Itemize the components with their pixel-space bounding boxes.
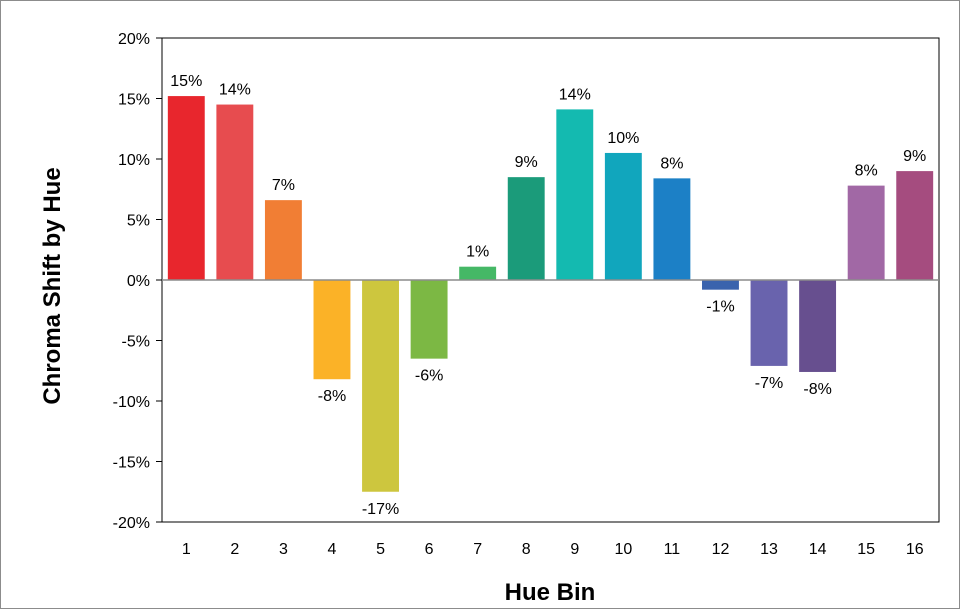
y-tick-label: 15%	[118, 92, 150, 109]
bar-hue-4	[313, 280, 351, 380]
bar-hue-15	[847, 185, 885, 280]
data-label: -17%	[362, 501, 399, 518]
bar-hue-7	[459, 266, 497, 280]
data-label: -6%	[415, 368, 443, 385]
data-label: -1%	[706, 299, 734, 316]
x-tick-label: 16	[906, 541, 924, 558]
x-tick-label: 13	[760, 541, 778, 558]
data-label: 8%	[660, 155, 683, 172]
x-tick-label: 11	[664, 541, 681, 558]
y-tick-label: 10%	[118, 152, 150, 169]
data-label: 9%	[515, 154, 538, 171]
x-axis-title: Hue Bin	[505, 579, 596, 606]
y-tick-label: 20%	[118, 31, 150, 48]
data-label: 14%	[219, 82, 251, 99]
y-tick-label: 5%	[127, 213, 150, 230]
y-axis-title: Chroma Shift by Hue	[39, 167, 66, 404]
bar-hue-1	[167, 96, 205, 280]
data-label: 8%	[855, 163, 878, 180]
bar-hue-14	[799, 280, 837, 372]
x-tick-label: 8	[522, 541, 531, 558]
bar-hue-10	[604, 152, 642, 280]
bar-hue-11	[653, 178, 691, 280]
data-labels: 15% 14% 7% -8% -17% -6% 1% 9% 14% 10% 8% -1% -7% -8% 8…	[170, 73, 926, 518]
x-tick-label: 14	[809, 541, 827, 558]
y-tick-label: -20%	[113, 515, 150, 532]
data-label: -8%	[318, 388, 346, 405]
data-label: 10%	[607, 130, 639, 147]
data-label: 14%	[559, 86, 591, 103]
bar-series	[167, 96, 934, 492]
bar-hue-16	[896, 171, 934, 280]
bar-hue-9	[556, 109, 594, 280]
x-tick-label: 7	[473, 541, 482, 558]
x-tick-label: 3	[279, 541, 288, 558]
x-tick-label: 1	[182, 541, 191, 558]
y-tick-label: -15%	[113, 455, 150, 472]
y-tick-label: -5%	[122, 334, 150, 351]
x-tick-label: 9	[570, 541, 579, 558]
x-tick-label: 6	[425, 541, 434, 558]
x-tick-label: 10	[614, 541, 632, 558]
x-tick-label: 2	[230, 541, 239, 558]
y-tick-label: -10%	[113, 394, 150, 411]
data-label: 9%	[903, 148, 926, 165]
x-tick-label: 12	[712, 541, 730, 558]
x-tick-label: 15	[857, 541, 875, 558]
y-tick-label: 0%	[127, 273, 150, 290]
x-axis: 1 2 3 4 5 6 7 8 9 10 11 12 13 14 15 16	[182, 541, 924, 558]
x-tick-label: 4	[328, 541, 337, 558]
data-label: 1%	[466, 244, 489, 261]
bar-hue-12	[702, 280, 739, 290]
x-tick-label: 5	[376, 541, 385, 558]
bar-hue-3	[264, 200, 302, 280]
data-label: 15%	[170, 73, 202, 90]
bar-hue-5	[362, 280, 399, 492]
data-label: -8%	[803, 381, 831, 398]
bar-hue-13	[750, 280, 788, 366]
bar-hue-6	[410, 280, 448, 359]
y-axis: -20% -15% -10% -5% 0% 5% 10% 15% 20%	[113, 31, 162, 532]
bar-hue-2	[216, 104, 254, 280]
bar-hue-8	[507, 177, 545, 280]
data-label: -7%	[755, 375, 783, 392]
data-label: 7%	[272, 177, 295, 194]
